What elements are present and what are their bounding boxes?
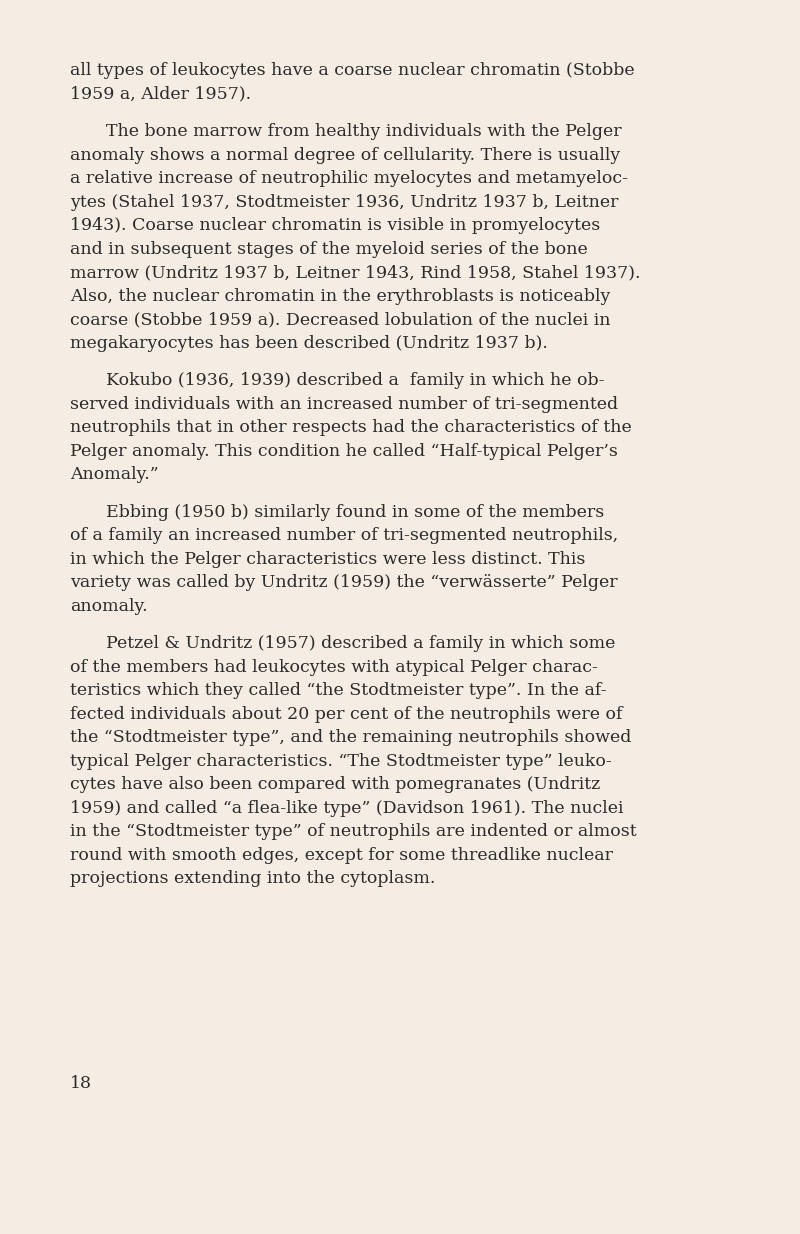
Text: of a family an increased number of tri-segmented neutrophils,: of a family an increased number of tri-s… bbox=[70, 527, 618, 544]
Text: 1959) and called “a flea-like type” (Davidson 1961). The nuclei: 1959) and called “a flea-like type” (Dav… bbox=[70, 800, 623, 817]
Text: Also, the nuclear chromatin in the erythroblasts is noticeably: Also, the nuclear chromatin in the eryth… bbox=[70, 288, 610, 305]
Text: megakaryocytes has been described (Undritz 1937 b).: megakaryocytes has been described (Undri… bbox=[70, 334, 548, 352]
Text: fected individuals about 20 per cent of the neutrophils were of: fected individuals about 20 per cent of … bbox=[70, 706, 622, 723]
Text: in which the Pelger characteristics were less distinct. This: in which the Pelger characteristics were… bbox=[70, 550, 586, 568]
Text: anomaly.: anomaly. bbox=[70, 597, 148, 615]
Text: ytes (Stahel 1937, Stodtmeister 1936, Undritz 1937 b, Leitner: ytes (Stahel 1937, Stodtmeister 1936, Un… bbox=[70, 194, 618, 211]
Text: The bone marrow from healthy individuals with the Pelger: The bone marrow from healthy individuals… bbox=[106, 123, 622, 141]
Text: and in subsequent stages of the myeloid series of the bone: and in subsequent stages of the myeloid … bbox=[70, 241, 588, 258]
Text: projections extending into the cytoplasm.: projections extending into the cytoplasm… bbox=[70, 870, 435, 887]
Text: Anomaly.”: Anomaly.” bbox=[70, 466, 158, 484]
Text: a relative increase of neutrophilic myelocytes and metamyeloc-: a relative increase of neutrophilic myel… bbox=[70, 170, 628, 188]
Text: round with smooth edges, except for some threadlike nuclear: round with smooth edges, except for some… bbox=[70, 847, 613, 864]
Text: anomaly shows a normal degree of cellularity. There is usually: anomaly shows a normal degree of cellula… bbox=[70, 147, 620, 164]
Text: Pelger anomaly. This condition he called “Half-typical Pelger’s: Pelger anomaly. This condition he called… bbox=[70, 443, 618, 460]
Text: teristics which they called “the Stodtmeister type”. In the af-: teristics which they called “the Stodtme… bbox=[70, 682, 606, 700]
Text: coarse (Stobbe 1959 a). Decreased lobulation of the nuclei in: coarse (Stobbe 1959 a). Decreased lobula… bbox=[70, 311, 610, 328]
Text: 1959 a, Alder 1957).: 1959 a, Alder 1957). bbox=[70, 85, 251, 102]
Text: marrow (Undritz 1937 b, Leitner 1943, Rind 1958, Stahel 1937).: marrow (Undritz 1937 b, Leitner 1943, Ri… bbox=[70, 264, 641, 281]
Text: Kokubo (1936, 1939) described a  family in which he ob-: Kokubo (1936, 1939) described a family i… bbox=[106, 373, 605, 389]
Text: of the members had leukocytes with atypical Pelger charac-: of the members had leukocytes with atypi… bbox=[70, 659, 598, 676]
Text: typical Pelger characteristics. “The Stodtmeister type” leuko-: typical Pelger characteristics. “The Sto… bbox=[70, 753, 612, 770]
Text: Ebbing (1950 b) similarly found in some of the members: Ebbing (1950 b) similarly found in some … bbox=[106, 503, 604, 521]
Text: 18: 18 bbox=[70, 1075, 92, 1092]
Text: neutrophils that in other respects had the characteristics of the: neutrophils that in other respects had t… bbox=[70, 420, 632, 436]
Text: Petzel & Undritz (1957) described a family in which some: Petzel & Undritz (1957) described a fami… bbox=[106, 636, 615, 653]
Text: variety was called by Undritz (1959) the “verwässerte” Pelger: variety was called by Undritz (1959) the… bbox=[70, 574, 618, 591]
Text: served individuals with an increased number of tri-segmented: served individuals with an increased num… bbox=[70, 396, 618, 412]
Text: 1943). Coarse nuclear chromatin is visible in promyelocytes: 1943). Coarse nuclear chromatin is visib… bbox=[70, 217, 600, 234]
Text: cytes have also been compared with pomegranates (Undritz: cytes have also been compared with pomeg… bbox=[70, 776, 600, 793]
Text: all types of leukocytes have a coarse nuclear chromatin (Stobbe: all types of leukocytes have a coarse nu… bbox=[70, 62, 634, 79]
Text: the “Stodtmeister type”, and the remaining neutrophils showed: the “Stodtmeister type”, and the remaini… bbox=[70, 729, 631, 747]
Text: in the “Stodtmeister type” of neutrophils are indented or almost: in the “Stodtmeister type” of neutrophil… bbox=[70, 823, 637, 840]
